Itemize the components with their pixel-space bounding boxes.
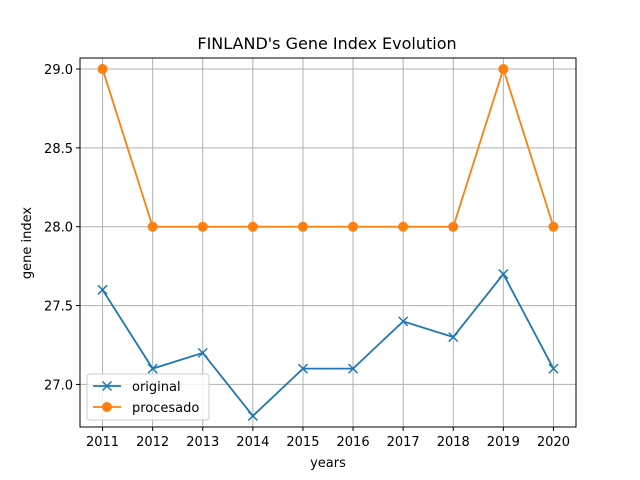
y-tick-label: 27.0 [44,378,73,393]
data-point-original [197,347,208,358]
y-axis-label: gene index [20,207,35,279]
data-point-original [348,363,359,374]
data-point-original [448,332,459,343]
plot-area-frame [79,57,577,428]
grid [80,58,576,427]
data-point-procesado [247,221,258,232]
x-tick-label: 2016 [337,435,370,450]
data-point-procesado [97,64,108,75]
data-point-original [247,410,258,421]
chart-title: FINLAND's Gene Index Evolution [197,34,456,53]
data-point-original [548,363,559,374]
series-procesado [97,64,559,232]
x-tick-label: 2017 [387,435,420,450]
x-axis-ticks: 2011 2012 2013 2014 2015 2016 2017 2018 2019 2020 [86,427,570,450]
y-axis-ticks: 27.0 27.5 28.0 28.5 29.0 [44,63,80,393]
series-line-original [101,272,555,418]
y-tick-label: 28.5 [44,142,73,157]
y-tick-label: 27.5 [44,300,73,315]
series-layer [97,64,559,421]
x-tick-label: 2015 [286,435,319,450]
legend-swatch-marker [101,380,113,392]
data-point-original [297,363,308,374]
series-original [97,269,559,421]
data-point-procesado [548,221,559,232]
x-axis-label: years [310,456,346,471]
legend-label: original [132,380,181,395]
data-point-procesado [147,221,158,232]
data-point-procesado [197,221,208,232]
data-point-procesado [398,221,409,232]
legend-swatch-marker [102,402,112,412]
legend: original procesado [86,373,210,421]
data-point-original [147,363,158,374]
x-tick-label: 2012 [136,435,169,450]
series-line-procesado [101,66,555,228]
y-tick-label: 28.0 [44,221,73,236]
data-point-original [498,269,509,280]
legend-entry-original: original [93,380,181,395]
x-tick-label: 2018 [437,435,470,450]
data-point-original [398,316,409,327]
legend-entry-procesado: procesado [93,401,199,416]
data-point-procesado [448,221,459,232]
legend-label: procesado [132,401,199,416]
data-point-procesado [498,64,509,75]
x-tick-label: 2011 [86,435,119,450]
data-point-procesado [297,221,308,232]
y-tick-label: 29.0 [44,63,73,78]
data-point-procesado [348,221,359,232]
x-tick-label: 2020 [537,435,570,450]
x-tick-label: 2014 [236,435,269,450]
x-tick-label: 2019 [487,435,520,450]
x-tick-label: 2013 [186,435,219,450]
data-point-original [97,284,108,295]
